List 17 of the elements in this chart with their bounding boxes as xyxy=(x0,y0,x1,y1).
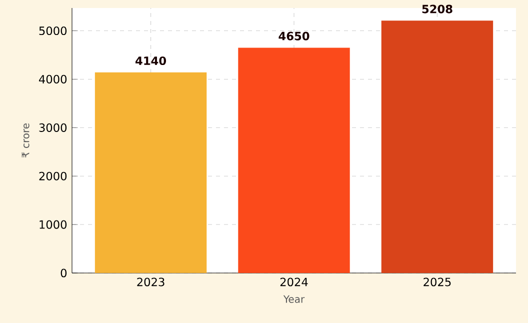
y-tick-label: 1000 xyxy=(40,220,67,229)
y-tick-label: 0 xyxy=(60,268,67,278)
y-tick-label: 3000 xyxy=(39,123,67,132)
bar xyxy=(381,20,494,273)
bar xyxy=(238,48,350,273)
x-tick-label: 2024 xyxy=(280,278,308,286)
x-tick-label: 2023 xyxy=(137,278,164,286)
y-tick-label: 2000 xyxy=(39,172,67,180)
data-label: 5208 xyxy=(422,4,452,14)
y-axis-title: ₹ crore xyxy=(22,123,30,158)
data-label: 4650 xyxy=(278,32,310,40)
data-label: 4140 xyxy=(136,56,166,66)
y-tick-label: 5000 xyxy=(39,26,67,36)
x-axis-title: Year xyxy=(283,295,305,303)
y-tick-label: 4000 xyxy=(38,74,67,84)
bar xyxy=(94,72,207,273)
x-tick-label: 2025 xyxy=(424,278,451,286)
